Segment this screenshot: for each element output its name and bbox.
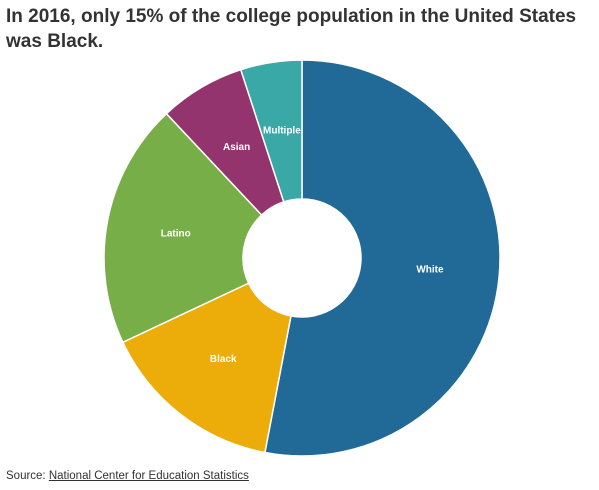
slice-white[interactable] <box>264 59 501 457</box>
slice-label-asian: Asian <box>223 142 250 153</box>
pie-slices <box>103 59 501 457</box>
slice-label-white: White <box>416 265 444 276</box>
slice-label-multiple: Multiple <box>263 126 301 137</box>
slice-label-latino: Latino <box>161 229 191 240</box>
chart-title: In 2016, only 15% of the college populat… <box>6 6 577 52</box>
source-prefix: Source: <box>6 470 49 482</box>
slice-multiple[interactable] <box>239 59 303 203</box>
source-note: Source: National Center for Education St… <box>6 470 249 482</box>
source-link[interactable]: National Center for Education Statistics <box>48 470 249 482</box>
slice-label-black: Black <box>210 354 237 365</box>
slice-latino[interactable] <box>103 112 263 344</box>
slice-labels: White Black Latino Asian Multiple <box>161 126 444 365</box>
slice-black[interactable] <box>121 282 292 454</box>
